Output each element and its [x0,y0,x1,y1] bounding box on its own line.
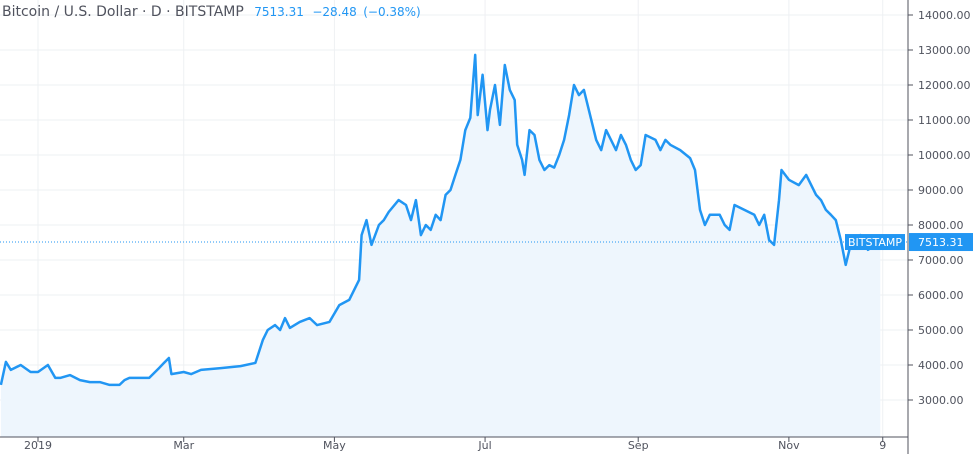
last-price-label: 7513.31 [918,236,964,249]
y-tick-label: 9000.00 [918,184,964,197]
y-tick-label: 8000.00 [918,219,964,232]
x-tick-label: 2019 [24,439,52,452]
y-tick-label: 13000.00 [918,44,971,57]
symbol-title: Bitcoin / U.S. Dollar · D · BITSTAMP [2,4,244,20]
price-change-pct: (−0.38%) [363,5,421,19]
exchange-label: BITSTAMP [848,236,902,249]
chart-header: Bitcoin / U.S. Dollar · D · BITSTAMP 751… [2,4,421,20]
area-fill [0,54,881,438]
x-tick-label: Sep [628,439,649,452]
y-tick-label: 3000.00 [918,394,964,407]
last-price-label-bg [909,233,973,252]
y-tick-label: 14000.00 [918,9,971,22]
y-tick-label: 11000.00 [918,114,971,127]
exchange-label-bg [845,234,905,251]
y-tick-label: 4000.00 [918,359,964,372]
price-change: −28.48 [312,5,357,19]
x-tick-label: May [323,439,346,452]
y-tick-label: 5000.00 [918,324,964,337]
x-tick-label: Mar [173,439,194,452]
y-tick-label: 7000.00 [918,254,964,267]
x-tick-label: Nov [778,439,800,452]
last-price: 7513.31 [254,5,304,19]
price-line [0,53,882,387]
x-tick-label: Jul [477,439,491,452]
y-tick-label: 6000.00 [918,289,964,302]
x-tick-label: 9 [879,439,886,452]
y-tick-label: 10000.00 [918,149,971,162]
y-tick-label: 12000.00 [918,79,971,92]
